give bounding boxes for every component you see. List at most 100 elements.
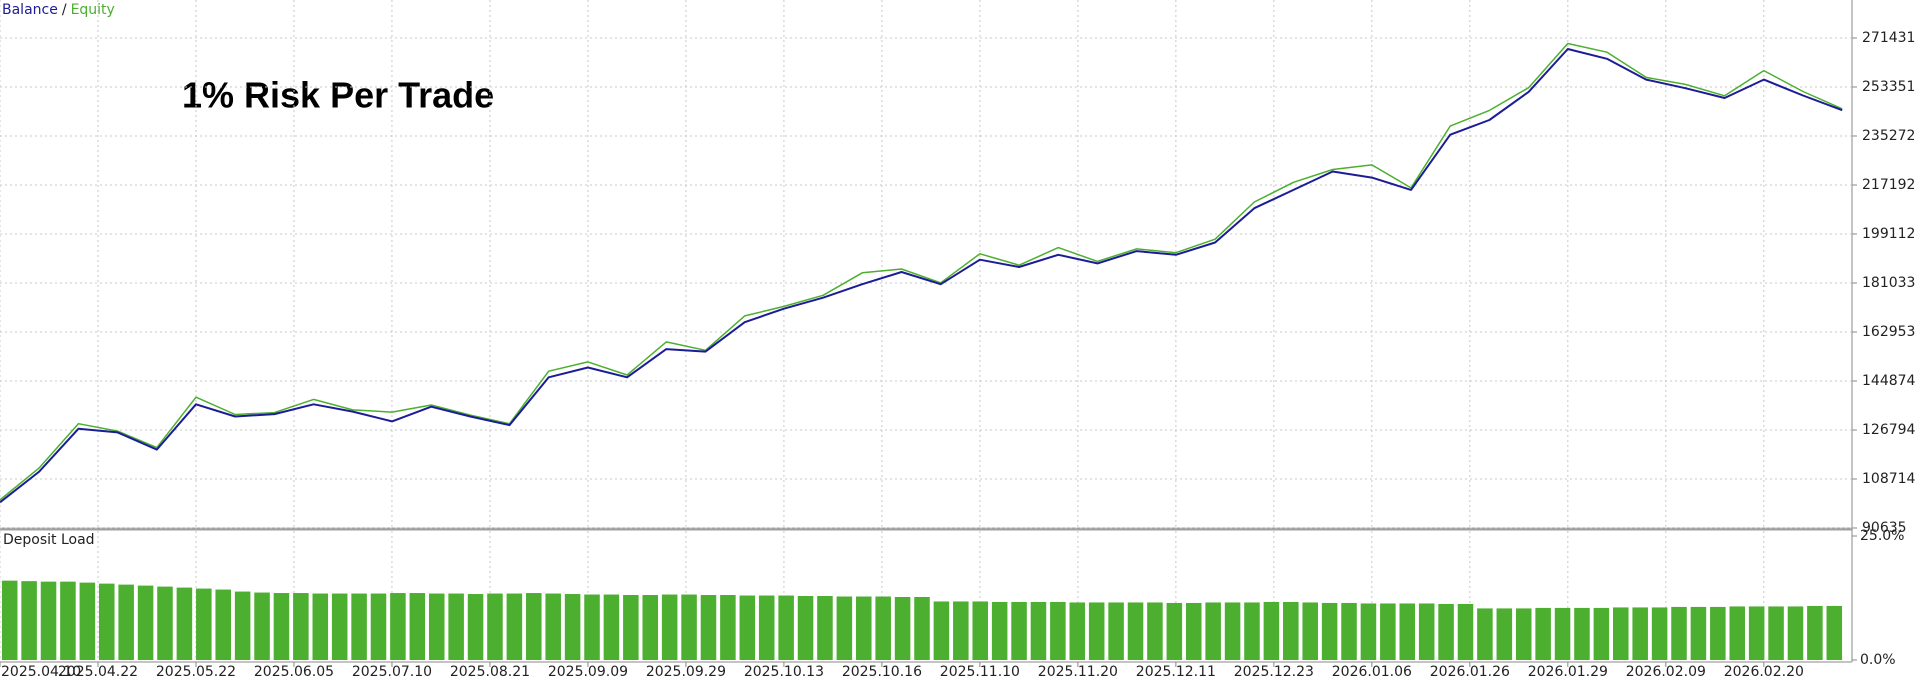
bar xyxy=(21,581,37,660)
bar xyxy=(60,581,76,660)
bar xyxy=(487,593,503,660)
y-tick-label: 181033 xyxy=(1862,275,1915,291)
bar xyxy=(1283,601,1299,660)
bar xyxy=(856,596,872,660)
bar xyxy=(1671,606,1687,660)
bar xyxy=(79,582,96,660)
bar xyxy=(409,593,426,660)
equity-line xyxy=(0,42,1843,501)
bar xyxy=(370,593,387,660)
bar xyxy=(1302,602,1318,660)
bar xyxy=(1574,607,1590,660)
y-tick-label: 126794 xyxy=(1862,422,1916,438)
bar xyxy=(1263,601,1280,660)
legend-balance: Balance xyxy=(2,2,58,18)
x-tick-label: 2025.08.21 xyxy=(450,664,530,680)
bar xyxy=(273,593,290,660)
bar xyxy=(1244,602,1260,660)
bar xyxy=(817,596,833,660)
x-tick-label: 2025.05.22 xyxy=(156,664,236,680)
y-tick-label: 199112 xyxy=(1862,226,1915,242)
bar xyxy=(312,593,329,660)
bar xyxy=(972,601,988,660)
bar xyxy=(933,601,950,660)
bar xyxy=(1360,603,1377,660)
bar xyxy=(1088,602,1105,660)
bar xyxy=(1399,603,1416,660)
bar xyxy=(1457,603,1474,660)
x-tick-label: 2026.02.09 xyxy=(1626,664,1706,680)
subchart-title: Deposit Load xyxy=(3,532,95,548)
bar xyxy=(215,589,231,660)
x-tick-label: 2025.09.09 xyxy=(548,664,628,680)
bar xyxy=(1,580,18,660)
bar xyxy=(176,587,193,660)
bar xyxy=(1380,603,1396,660)
bar xyxy=(1554,607,1571,660)
bar xyxy=(1807,605,1823,660)
bar xyxy=(584,594,600,660)
bar xyxy=(1496,608,1513,660)
bar xyxy=(700,595,717,660)
bar xyxy=(1438,603,1454,660)
bar xyxy=(1632,607,1648,660)
bar xyxy=(1593,607,1610,660)
bar xyxy=(623,595,639,660)
bar xyxy=(293,593,309,660)
bar xyxy=(526,593,542,660)
bar xyxy=(1166,602,1183,660)
bar xyxy=(1069,602,1086,660)
bar xyxy=(1418,603,1435,660)
x-tick-label: 2026.01.29 xyxy=(1528,664,1608,680)
x-tick-label: 2025.11.10 xyxy=(940,664,1020,680)
bar xyxy=(1826,605,1843,660)
bar xyxy=(196,588,212,660)
bar xyxy=(642,595,659,660)
bar xyxy=(720,595,736,660)
y-tick-label: 25.0% xyxy=(1860,528,1904,544)
bar xyxy=(1011,601,1027,660)
bar xyxy=(40,581,57,660)
y-tick-label: 0.0% xyxy=(1860,652,1896,668)
bar xyxy=(351,593,367,660)
bar xyxy=(1690,606,1707,660)
y-tick-label: 271431 xyxy=(1862,30,1915,46)
x-tick-label: 2025.09.29 xyxy=(646,664,726,680)
bar xyxy=(157,586,173,660)
bar xyxy=(603,594,620,660)
bar xyxy=(1127,602,1144,660)
bar xyxy=(991,601,1008,660)
bar xyxy=(797,596,814,660)
bar xyxy=(1748,606,1765,660)
x-tick-label: 2026.01.26 xyxy=(1430,664,1510,680)
bar xyxy=(390,593,406,660)
x-tick-label: 2026.02.20 xyxy=(1724,664,1804,680)
bar xyxy=(661,594,678,660)
x-tick-label: 2025.06.05 xyxy=(254,664,334,680)
y-tick-label: 235272 xyxy=(1862,128,1915,144)
balance-line xyxy=(0,48,1843,504)
bar xyxy=(448,593,464,660)
bar xyxy=(1515,608,1532,660)
x-tick-label: 2025.10.13 xyxy=(744,664,824,680)
bar xyxy=(331,593,348,660)
y-tick-label: 144874 xyxy=(1862,373,1916,389)
bar xyxy=(545,593,561,660)
bar xyxy=(1768,606,1784,660)
bar xyxy=(1321,602,1338,660)
bar xyxy=(98,583,115,660)
bar xyxy=(778,595,794,660)
bar xyxy=(1729,606,1746,660)
legend-equity: Equity xyxy=(71,2,115,18)
bar xyxy=(506,593,523,660)
bar xyxy=(836,596,853,660)
bar xyxy=(875,596,891,660)
x-tick-label: 2025.11.20 xyxy=(1038,664,1118,680)
x-tick-label: 2025.04.10 xyxy=(1,664,81,680)
y-tick-label: 90635 xyxy=(1862,520,1907,536)
bar xyxy=(254,592,270,660)
bar xyxy=(953,601,969,660)
bar xyxy=(1224,602,1241,660)
